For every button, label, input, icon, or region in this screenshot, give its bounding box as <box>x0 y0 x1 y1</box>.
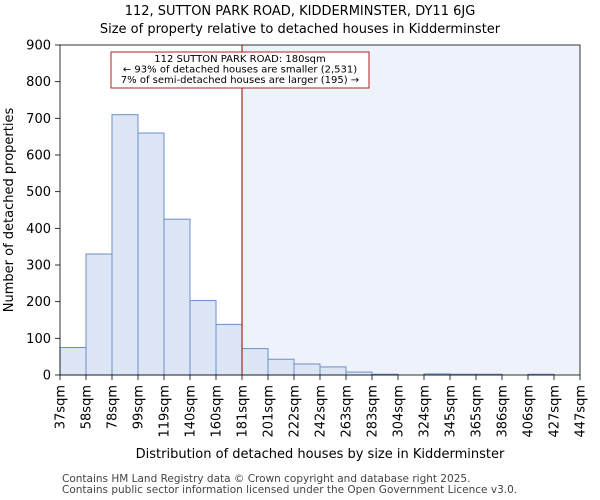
y-tick-label: 0 <box>43 369 51 384</box>
y-tick-label: 700 <box>26 112 51 127</box>
y-tick-label: 400 <box>26 222 51 237</box>
bar-37sqm <box>59 347 87 376</box>
x-tick-label: 406sqm <box>522 385 537 438</box>
x-tick-label: 119sqm <box>158 385 173 438</box>
chart-title: 112, SUTTON PARK ROAD, KIDDERMINSTER, DY… <box>125 4 476 19</box>
y-tick-label: 200 <box>26 295 51 310</box>
bars <box>59 114 555 376</box>
bar-222sqm <box>293 363 321 376</box>
annotation-line-1: 112 SUTTON PARK ROAD: 180sqm <box>154 54 326 65</box>
annotation-line-3: 7% of semi-detached houses are larger (1… <box>121 75 359 86</box>
x-tick-label: 427sqm <box>548 385 563 438</box>
chart-subtitle: Size of property relative to detached ho… <box>100 22 501 37</box>
bar-201sqm <box>267 358 295 376</box>
x-tick-label: 365sqm <box>470 385 485 438</box>
y-tick-label: 800 <box>26 75 51 90</box>
annotation-line-2: ← 93% of detached houses are smaller (2,… <box>123 65 357 76</box>
x-tick-label: 447sqm <box>574 385 589 438</box>
bar-58sqm <box>85 253 113 376</box>
x-tick-label: 160sqm <box>210 385 225 438</box>
bar-78sqm <box>111 114 139 376</box>
x-tick-label: 324sqm <box>418 385 433 438</box>
x-tick-label: 222sqm <box>288 385 303 438</box>
larger-region-shade <box>242 45 580 375</box>
x-tick-label: 99sqm <box>132 385 147 429</box>
y-tick-label: 100 <box>26 332 51 347</box>
bar-99sqm <box>137 132 165 376</box>
x-tick-label: 263sqm <box>340 385 355 438</box>
bar-160sqm <box>215 323 243 376</box>
annotation-box: 112 SUTTON PARK ROAD: 180sqm ← 93% of de… <box>110 51 370 89</box>
y-tick-label: 500 <box>26 185 51 200</box>
x-tick-label: 345sqm <box>444 385 459 438</box>
x-tick-label: 304sqm <box>392 385 407 438</box>
x-tick-label: 140sqm <box>184 385 199 438</box>
footer-copyright: Contains HM Land Registry data © Crown c… <box>62 473 471 485</box>
y-axis: 0 100 200 300 400 500 600 700 800 900 <box>26 39 60 384</box>
bar-181sqm <box>241 348 269 376</box>
x-tick-label: 386sqm <box>496 385 511 438</box>
x-tick-label: 201sqm <box>262 385 277 438</box>
y-axis-label: Number of detached properties <box>2 108 17 313</box>
y-tick-label: 300 <box>26 259 51 274</box>
x-axis: 37sqm 58sqm 78sqm 99sqm 119sqm 140sqm 160sqm 18… <box>54 375 589 438</box>
footer-licence: Contains public sector information licen… <box>62 484 518 496</box>
x-tick-label: 283sqm <box>366 385 381 438</box>
y-tick-label: 600 <box>26 149 51 164</box>
x-tick-label: 181sqm <box>236 385 251 438</box>
annotation-border <box>110 51 370 89</box>
x-axis-label: Distribution of detached houses by size … <box>136 447 505 462</box>
bar-263sqm <box>345 371 373 376</box>
bar-119sqm <box>163 218 191 376</box>
y-tick-label: 900 <box>26 39 51 54</box>
x-tick-label: 242sqm <box>314 385 329 438</box>
x-tick-label: 58sqm <box>80 385 95 429</box>
x-tick-label: 37sqm <box>54 385 69 429</box>
x-tick-label: 78sqm <box>106 385 121 429</box>
bar-242sqm <box>319 366 347 376</box>
bar-140sqm <box>189 300 217 376</box>
